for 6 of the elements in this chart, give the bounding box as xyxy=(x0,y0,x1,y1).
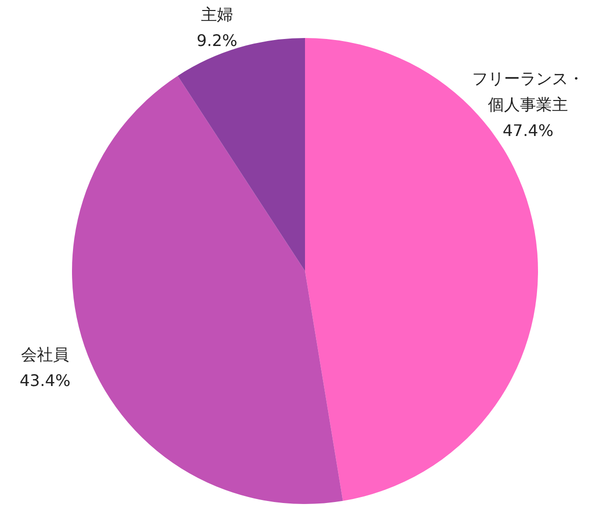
slice-label: 会社員 xyxy=(20,344,70,366)
data-label: 9.2% xyxy=(196,30,238,52)
data-label: 47.4% xyxy=(502,120,554,142)
slice-label: 主婦 xyxy=(200,4,234,26)
data-label: 43.4% xyxy=(20,370,70,392)
slice-label: フリーランス・個人事業主 xyxy=(471,68,585,116)
